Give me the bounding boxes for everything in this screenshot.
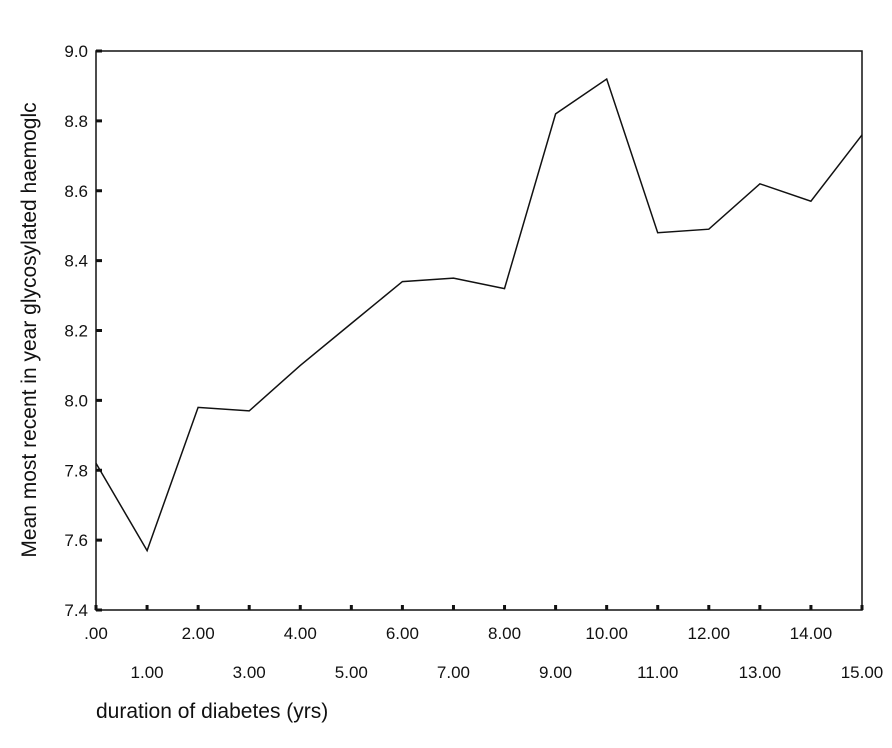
series-line: [95, 77, 863, 553]
x-tick-label: 6.00: [386, 624, 419, 643]
x-tick-label: 3.00: [233, 663, 266, 682]
x-tick-label: 5.00: [335, 663, 368, 682]
x-tick-label: 14.00: [790, 624, 833, 643]
y-tick-label: 8.0: [64, 391, 88, 410]
x-tick-label: 15.00: [841, 663, 884, 682]
y-tick-label: 8.6: [64, 182, 88, 201]
x-tick-label: 13.00: [739, 663, 782, 682]
x-tick-label: 11.00: [637, 663, 678, 682]
y-axis-title: Mean most recent in year glycosylated ha…: [18, 102, 41, 557]
y-tick-label: 7.6: [64, 531, 88, 550]
y-tick-label: 8.8: [64, 112, 88, 131]
y-axis: 7.4 7.6 7.8 8.0 8.2 8.4 8.6 8.8 9.0: [64, 42, 102, 620]
x-tick-label: 7.00: [437, 663, 470, 682]
y-tick-label: 8.2: [64, 322, 88, 341]
x-tick-label: 2.00: [182, 624, 215, 643]
plot-frame: [95, 50, 863, 611]
x-tick-label: 10.00: [585, 624, 628, 643]
y-tick-label: 9.0: [64, 42, 88, 61]
x-tick-label: 4.00: [284, 624, 317, 643]
x-tick-label: 8.00: [488, 624, 521, 643]
x-tick-label: 9.00: [539, 663, 572, 682]
x-axis-title: duration of diabetes (yrs): [96, 700, 328, 723]
x-tick-label: 12.00: [688, 624, 731, 643]
y-tick-label: 7.8: [64, 461, 88, 480]
x-axis: .00 1.00 2.00 3.00 4.00 5.00 6.00 7.00 8.00 9.00 1…: [84, 605, 883, 682]
x-tick-label: 1.00: [131, 663, 164, 682]
x-tick-label: .00: [84, 624, 108, 643]
y-tick-label: 7.4: [64, 601, 88, 620]
y-tick-label: 8.4: [64, 252, 88, 271]
